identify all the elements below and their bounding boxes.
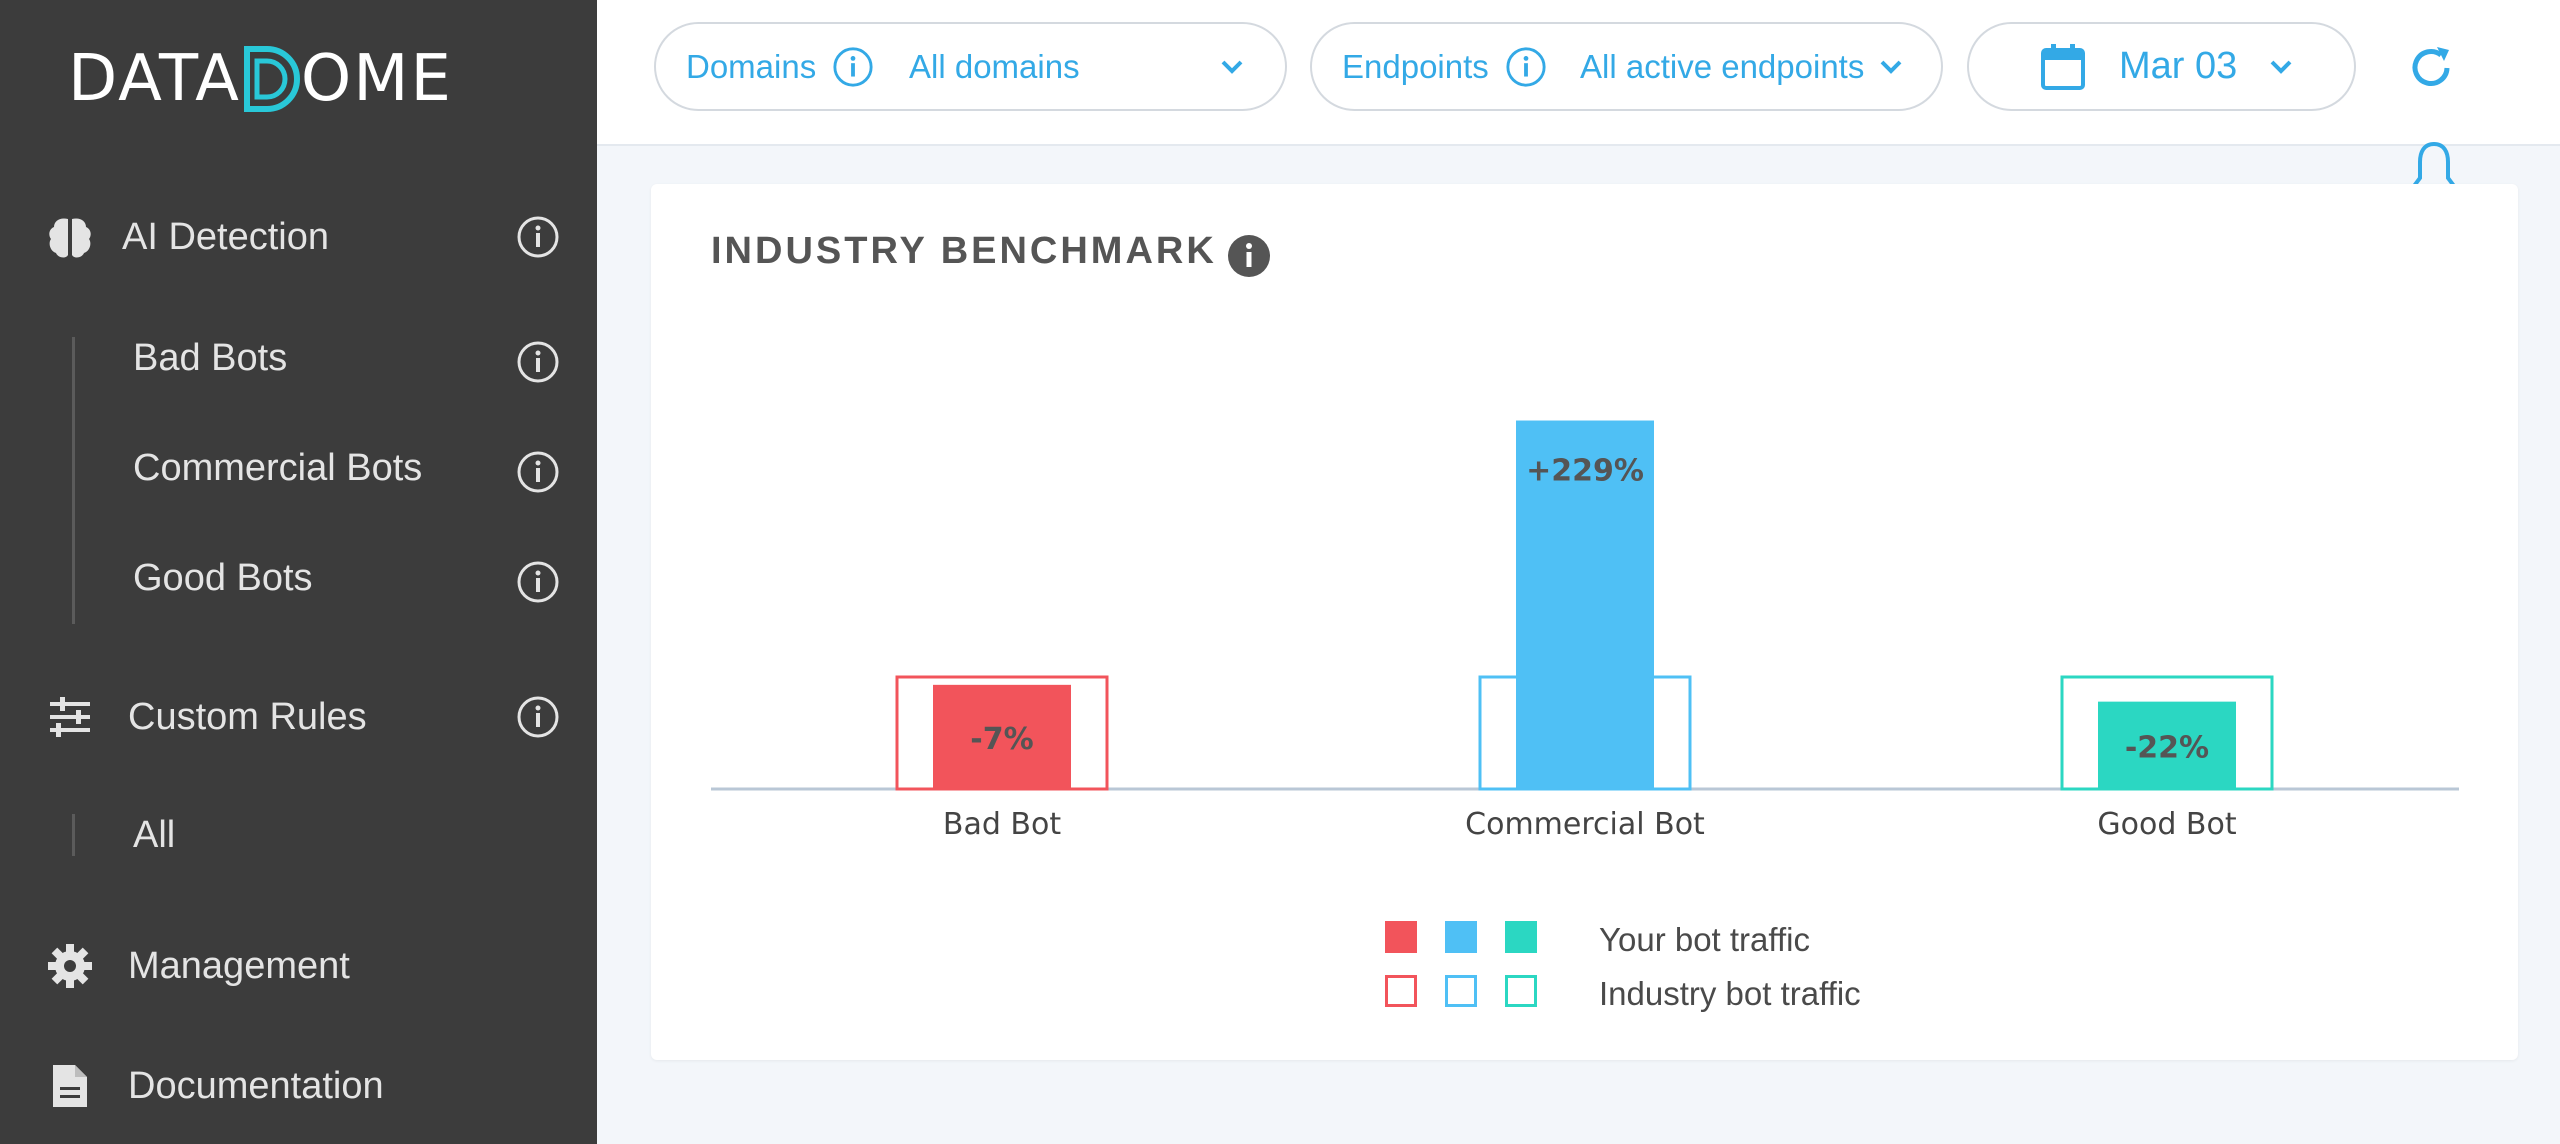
data-label-2: +229% xyxy=(1526,454,1644,489)
nav-bad-bots[interactable]: Bad Bots xyxy=(0,334,597,384)
logo-text-left: DATA xyxy=(68,42,241,116)
legend-swatch-industry-2 xyxy=(1445,975,1477,1007)
nav-documentation-label: Documentation xyxy=(128,1064,384,1107)
info-icon[interactable] xyxy=(516,450,560,494)
chevron-down-icon xyxy=(1880,60,1902,74)
category-label-1: Bad Bot xyxy=(943,807,1061,842)
nav-custom-rules-all[interactable]: All xyxy=(0,811,597,859)
info-icon[interactable] xyxy=(516,695,560,739)
legend-swatch-your-3 xyxy=(1505,921,1537,953)
top-filter-bar: Domains All domains Endpoints All active… xyxy=(597,0,2560,146)
sliders-icon xyxy=(46,693,94,741)
date-picker-value: Mar 03 xyxy=(2119,45,2238,87)
data-label-3: -22% xyxy=(2125,730,2209,765)
benchmark-chart: -7% Bad Bot +229% Commercial Bot -22% Good Bo… xyxy=(711,420,2459,1007)
industry-benchmark-card: INDUSTRY BENCHMARK -7% Bad Bot +229% Commer… xyxy=(651,184,2518,1060)
data-label-1: -7% xyxy=(970,722,1033,757)
datadome-logo[interactable]: DATA OME xyxy=(68,42,453,116)
legend-swatch-your-2 xyxy=(1445,921,1477,953)
category-label-2: Commercial Bot xyxy=(1465,807,1705,842)
nav-commercial-bots[interactable]: Commercial Bots xyxy=(0,444,597,494)
your-bar-3 xyxy=(2098,701,2236,789)
info-icon[interactable] xyxy=(1227,234,1271,278)
legend-swatch-industry-1 xyxy=(1385,975,1417,1007)
nav-bad-bots-label: Bad Bots xyxy=(133,336,288,379)
nav-documentation[interactable]: Documentation xyxy=(0,1062,597,1110)
domains-filter-value: All domains xyxy=(909,47,1080,85)
nav-all-label: All xyxy=(133,813,176,856)
info-icon[interactable] xyxy=(1505,46,1547,88)
legend-industry-bot-traffic: Industry bot traffic xyxy=(1599,975,1861,1012)
legend-swatch-industry-3 xyxy=(1505,975,1537,1007)
info-icon[interactable] xyxy=(832,46,874,88)
chevron-down-icon xyxy=(1221,60,1243,74)
logo-d-mark xyxy=(243,46,300,112)
info-icon[interactable] xyxy=(516,340,560,384)
calendar-icon xyxy=(2041,43,2085,90)
category-label-3: Good Bot xyxy=(2097,807,2236,842)
sidebar: DATA OME AI Detection Bad Bots Commercia… xyxy=(0,0,597,1144)
chevron-down-icon xyxy=(2270,60,2292,74)
nav-ai-detection[interactable]: AI Detection xyxy=(0,213,597,261)
domains-filter-dropdown[interactable]: Domains All domains xyxy=(654,22,1287,111)
nav-ai-detection-label: AI Detection xyxy=(122,215,329,258)
document-icon xyxy=(46,1062,94,1110)
domains-filter-label: Domains xyxy=(686,47,817,85)
nav-good-bots-label: Good Bots xyxy=(133,556,313,599)
your-bar-2 xyxy=(1516,420,1654,789)
endpoints-filter-label: Endpoints xyxy=(1342,47,1489,85)
submenu-divider xyxy=(72,337,75,624)
nav-custom-rules[interactable]: Custom Rules xyxy=(0,693,597,741)
nav-custom-rules-label: Custom Rules xyxy=(128,695,367,738)
legend-your-bot-traffic: Your bot traffic xyxy=(1599,921,1810,958)
legend-swatch-your-1 xyxy=(1385,921,1417,953)
logo-text-right: OME xyxy=(300,42,453,116)
nav-commercial-bots-label: Commercial Bots xyxy=(133,446,423,489)
date-picker-dropdown[interactable]: Mar 03 xyxy=(1967,22,2356,111)
nav-good-bots[interactable]: Good Bots xyxy=(0,554,597,604)
endpoints-filter-dropdown[interactable]: Endpoints All active endpoints xyxy=(1310,22,1943,111)
info-icon[interactable] xyxy=(516,560,560,604)
submenu-divider xyxy=(72,814,75,856)
info-icon[interactable] xyxy=(516,215,560,259)
endpoints-filter-value: All active endpoints xyxy=(1580,47,1865,85)
refresh-icon[interactable] xyxy=(2407,44,2455,92)
nav-management[interactable]: Management xyxy=(0,942,597,990)
nav-management-label: Management xyxy=(128,944,350,987)
your-bar-1 xyxy=(933,684,1071,789)
brain-icon xyxy=(46,213,94,261)
card-title: INDUSTRY BENCHMARK xyxy=(711,230,1217,272)
gear-icon xyxy=(46,942,94,990)
